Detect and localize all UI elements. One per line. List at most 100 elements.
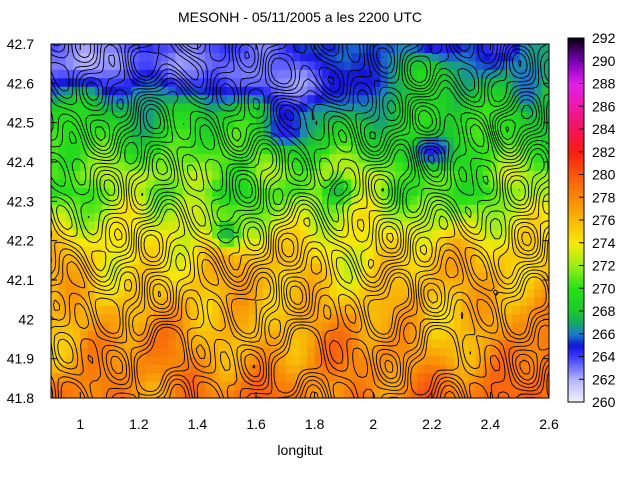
heatmap-cell — [373, 128, 382, 138]
colorbar-segment — [568, 267, 584, 271]
colorbar-segment — [568, 224, 584, 228]
heatmap-cell — [446, 60, 455, 70]
heatmap-cell — [387, 305, 396, 315]
heatmap-cell — [160, 322, 169, 332]
heatmap-cell — [468, 136, 477, 146]
heatmap-cell — [300, 136, 308, 146]
heatmap-cell — [343, 254, 352, 264]
heatmap-cell — [94, 178, 103, 188]
heatmap-cell — [263, 60, 272, 70]
heatmap-cell — [541, 322, 550, 332]
heatmap-cell — [358, 246, 367, 256]
heatmap-cell — [109, 339, 118, 349]
heatmap-cell — [109, 389, 118, 399]
heatmap-cell — [256, 330, 264, 340]
colorbar-segment — [568, 258, 584, 262]
heatmap-cell — [534, 296, 543, 306]
heatmap-cell — [51, 237, 59, 247]
heatmap-cell — [395, 187, 404, 197]
heatmap-cell — [51, 111, 59, 121]
heatmap-cell — [204, 103, 213, 113]
heatmap-cell — [431, 347, 440, 357]
heatmap-cell — [190, 381, 199, 391]
heatmap-cell — [395, 170, 404, 180]
heatmap-cell — [153, 313, 162, 323]
heatmap-cell — [343, 288, 352, 298]
heatmap-cell — [505, 322, 513, 332]
heatmap-cell — [380, 381, 389, 391]
heatmap-cell — [351, 322, 360, 332]
heatmap-cell — [219, 52, 228, 62]
heatmap-cell — [116, 381, 125, 391]
heatmap-cell — [160, 229, 169, 239]
heatmap-cell — [453, 145, 462, 155]
heatmap-cell — [80, 86, 89, 96]
heatmap-cell — [336, 221, 345, 231]
heatmap-cell — [527, 170, 535, 180]
heatmap-cell — [168, 170, 177, 180]
heatmap-cell — [497, 389, 506, 399]
heatmap-cell — [72, 119, 81, 129]
heatmap-cell — [402, 254, 411, 264]
heatmap-cell — [190, 389, 199, 399]
heatmap-cell — [131, 389, 140, 399]
heatmap-cell — [446, 288, 455, 298]
heatmap-cell — [519, 271, 528, 281]
heatmap-cell — [160, 44, 169, 54]
heatmap-cell — [219, 296, 228, 306]
x-tick-label: 1.6 — [246, 416, 266, 432]
heatmap-cell — [234, 204, 243, 214]
heatmap-cell — [358, 60, 367, 70]
heatmap-cell — [497, 44, 506, 54]
colorbar-segment — [568, 156, 584, 160]
heatmap-cell — [300, 330, 308, 340]
colorbar-segment — [568, 240, 584, 244]
heatmap-cell — [190, 153, 199, 163]
heatmap-cell — [51, 69, 59, 79]
heatmap-cell — [358, 355, 367, 365]
heatmap-cell — [248, 229, 257, 239]
heatmap-cell — [160, 178, 169, 188]
x-tick-label: 1 — [76, 416, 84, 432]
heatmap-cell — [124, 322, 133, 332]
heatmap-cell — [365, 119, 374, 129]
heatmap-cell — [256, 153, 264, 163]
heatmap-cell — [102, 339, 111, 349]
heatmap-cell — [512, 162, 521, 172]
heatmap-cell — [446, 330, 455, 340]
heatmap-cell — [182, 145, 191, 155]
heatmap-cell — [263, 187, 272, 197]
heatmap-cell — [204, 170, 213, 180]
heatmap-cell — [380, 103, 389, 113]
heatmap-cell — [490, 229, 499, 239]
heatmap-cell — [65, 103, 74, 113]
heatmap-cell — [168, 86, 177, 96]
heatmap-cell — [270, 389, 279, 399]
heatmap-cell — [519, 313, 528, 323]
heatmap-cell — [138, 288, 147, 298]
heatmap-cell — [497, 381, 506, 391]
heatmap-cell — [314, 355, 323, 365]
heatmap-cell — [439, 204, 448, 214]
heatmap-cell — [387, 52, 396, 62]
y-tick-label: 42.7 — [7, 36, 34, 52]
heatmap-cell — [336, 178, 345, 188]
heatmap-cell — [424, 60, 433, 70]
heatmap-cell — [146, 254, 155, 264]
heatmap-cell — [124, 288, 133, 298]
heatmap-cell — [387, 280, 396, 290]
heatmap-cell — [307, 246, 316, 256]
heatmap-cell — [365, 280, 374, 290]
heatmap-cell — [72, 86, 81, 96]
colorbar-segment — [568, 65, 584, 69]
heatmap-cell — [534, 170, 543, 180]
heatmap-cell — [307, 162, 316, 172]
heatmap-cell — [351, 330, 360, 340]
heatmap-cell — [497, 136, 506, 146]
heatmap-cell — [468, 280, 477, 290]
heatmap-cell — [329, 94, 338, 104]
heatmap-cell — [431, 330, 440, 340]
heatmap-cell — [270, 136, 279, 146]
heatmap-cell — [439, 347, 448, 357]
heatmap-cell — [336, 254, 345, 264]
